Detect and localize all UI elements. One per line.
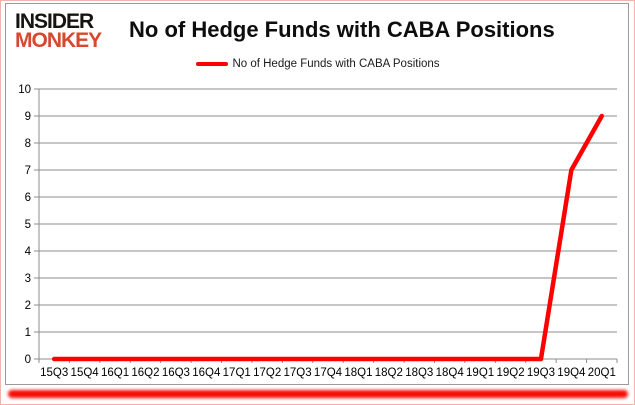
x-axis-tick-label: 19Q1 <box>466 367 494 379</box>
x-axis-tick-label: 17Q1 <box>223 367 251 379</box>
x-axis-tick-label: 18Q4 <box>436 367 465 379</box>
y-axis-tick-label: 5 <box>25 219 31 231</box>
y-axis-tick-label: 8 <box>25 138 31 150</box>
chart-title: No of Hedge Funds with CABA Positions <box>129 17 555 42</box>
y-axis-tick-label: 9 <box>25 111 31 123</box>
x-axis-tick-label: 20Q1 <box>588 367 616 379</box>
legend-line-marker <box>196 62 229 66</box>
legend-label: No of Hedge Funds with CABA Positions <box>232 58 440 70</box>
red-bottom-glow <box>8 390 628 398</box>
x-axis-tick-label: 15Q3 <box>40 367 68 379</box>
x-axis-tick-label: 18Q3 <box>405 367 433 379</box>
x-axis-tick-label: 15Q4 <box>71 367 100 379</box>
x-axis-tick-label: 16Q3 <box>162 367 190 379</box>
logo-text-insider: INSIDER <box>15 10 94 33</box>
y-axis-tick-label: 10 <box>18 84 31 96</box>
x-axis-tick-label: 18Q2 <box>375 367 403 379</box>
x-axis-tick-label: 17Q4 <box>314 367 343 379</box>
legend: No of Hedge Funds with CABA Positions <box>6 58 630 70</box>
x-axis-tick-label: 19Q2 <box>496 367 524 379</box>
y-axis-tick-label: 6 <box>25 192 31 204</box>
y-axis-tick-label: 1 <box>25 327 31 339</box>
x-axis-tick-label: 19Q3 <box>527 367 555 379</box>
y-axis-tick-label: 7 <box>25 165 31 177</box>
y-axis-tick-label: 0 <box>25 354 31 366</box>
x-axis-tick-label: 17Q2 <box>253 367 281 379</box>
data-series-line <box>51 113 605 362</box>
chart-card: INSIDER MONKEY No of Hedge Funds with CA… <box>5 3 629 385</box>
y-axis-tick-label: 3 <box>25 273 31 285</box>
y-axis-tick-label: 4 <box>25 246 32 258</box>
x-axis-tick-label: 16Q2 <box>131 367 159 379</box>
x-axis-tick-label: 18Q1 <box>344 367 372 379</box>
x-axis-tick-label: 19Q4 <box>557 367 586 379</box>
logo-text-monkey: MONKEY <box>15 29 102 53</box>
x-axis-tick-label: 16Q4 <box>192 367 221 379</box>
y-axis-tick-label: 2 <box>25 300 31 312</box>
insider-monkey-logo: INSIDER MONKEY <box>15 10 102 53</box>
x-axis-tick-label: 16Q1 <box>101 367 129 379</box>
x-axis-tick-label: 17Q3 <box>284 367 312 379</box>
